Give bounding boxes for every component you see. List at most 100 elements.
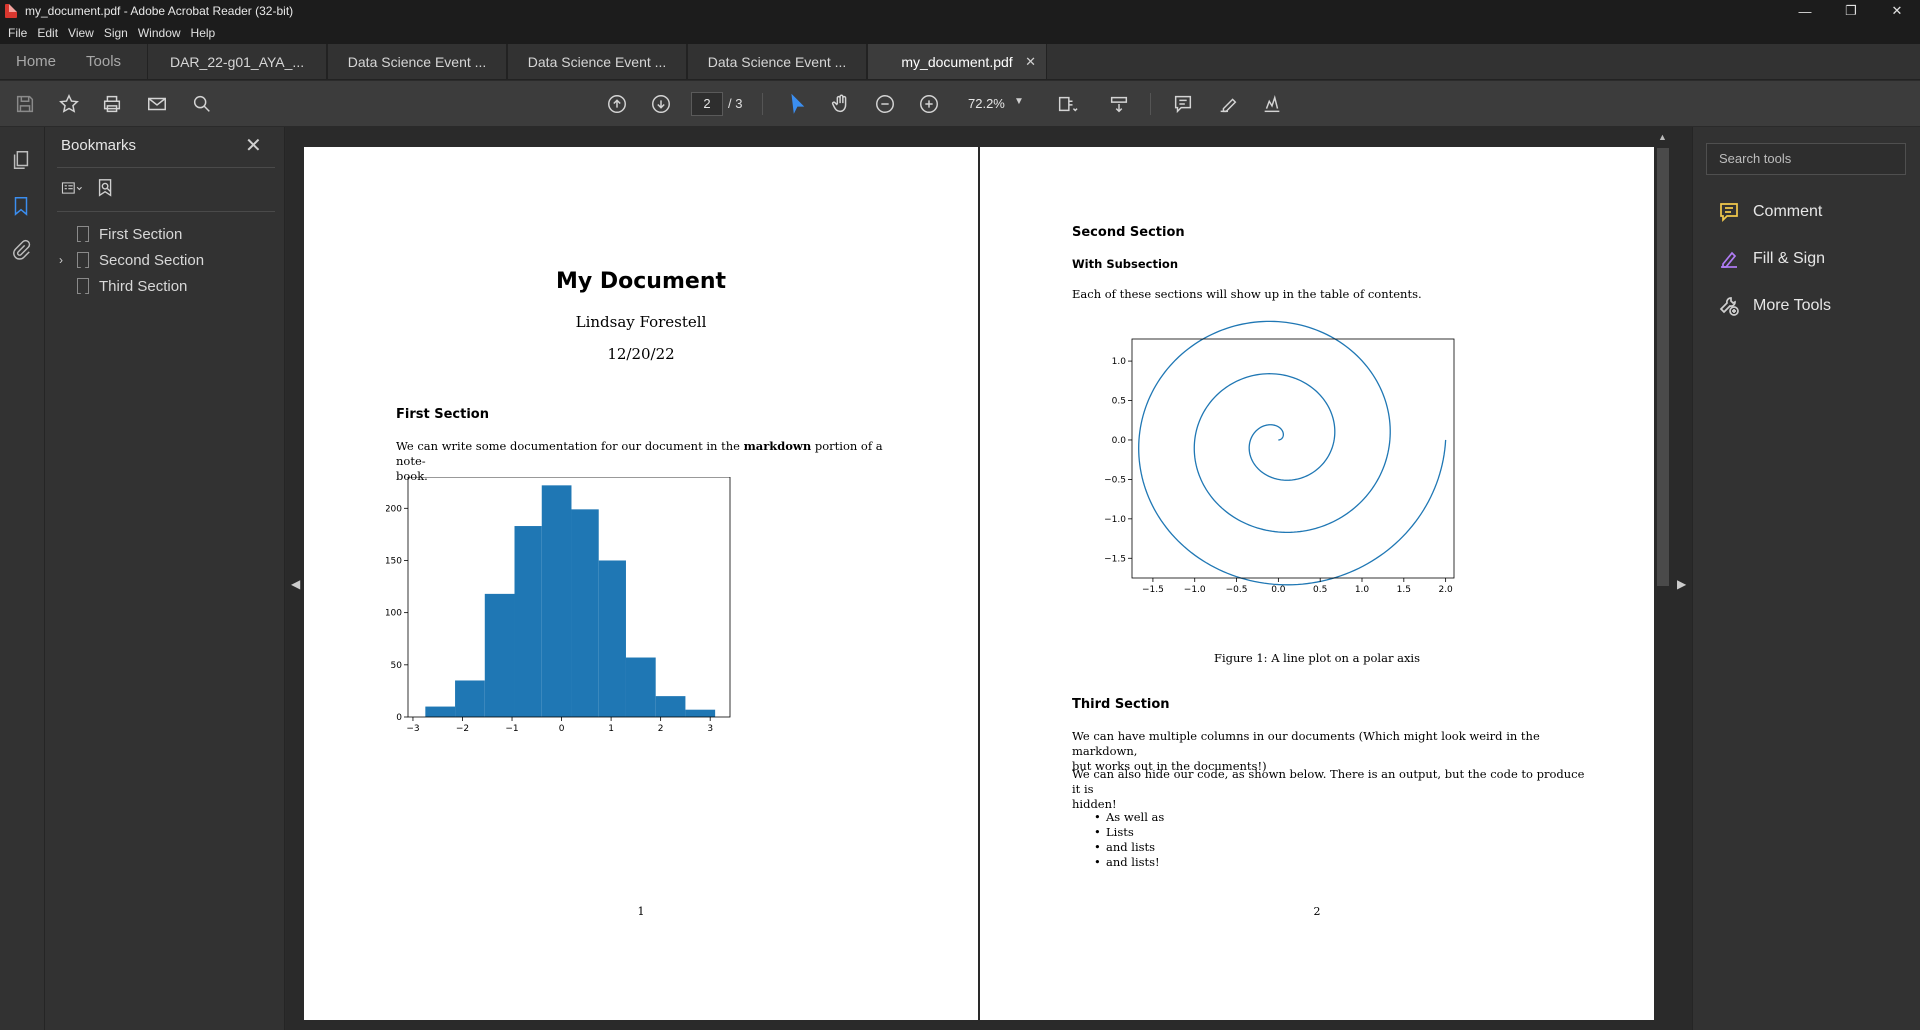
toolbar-divider	[762, 93, 763, 115]
bookmark-label: Second Section	[99, 251, 205, 269]
doc-tab-label: Data Science Event ...	[347, 53, 487, 70]
page-fit-icon[interactable]	[1054, 91, 1080, 117]
doc-tab[interactable]: Data Science Event ...	[507, 44, 688, 79]
histogram-bar	[655, 696, 686, 717]
page-number: 2	[1313, 905, 1321, 918]
x-tick-label: 3	[707, 724, 713, 734]
bookmark-label: Third Section	[99, 277, 188, 295]
menu-file[interactable]: File	[8, 26, 28, 40]
select-cursor-icon[interactable]	[784, 91, 810, 117]
paragraph: We can write some documentation for our …	[396, 439, 890, 484]
print-icon[interactable]	[99, 91, 125, 117]
add-bookmark-icon[interactable]	[95, 177, 117, 204]
menu-edit[interactable]: Edit	[37, 26, 59, 40]
minimize-button[interactable]: —	[1798, 3, 1812, 19]
close-tab-icon[interactable]: ✕	[1025, 53, 1037, 69]
next-page-icon[interactable]	[648, 91, 674, 117]
close-icon[interactable]: ✕	[245, 135, 262, 157]
x-tick-label: 1.0	[1355, 585, 1370, 595]
bookmark-icon	[77, 278, 89, 295]
bookmark-label: First Section	[99, 225, 183, 243]
document-author: Lindsay Forestell	[575, 313, 707, 331]
bookmark-item-second-section[interactable]: › Second Section	[59, 250, 205, 270]
bookmark-icon	[77, 226, 89, 243]
histogram-bar	[455, 680, 485, 717]
menu-window[interactable]: Window	[137, 26, 181, 40]
bookmark-item-first-section[interactable]: First Section	[77, 224, 182, 244]
zoom-level-dropdown[interactable]: 72.2%	[968, 96, 1005, 111]
page-number-input[interactable]: 2	[691, 92, 723, 116]
restore-button[interactable]: ❐	[1845, 3, 1857, 18]
section-heading: Second Section	[1072, 225, 1185, 240]
tool-comment[interactable]: Comment	[1717, 199, 1822, 225]
previous-page-icon[interactable]	[604, 91, 630, 117]
x-tick-label: −1.5	[1142, 585, 1164, 595]
paragraph-text: We can also hide our code, as shown belo…	[1072, 767, 1585, 796]
doc-tab-label: my_document.pdf	[901, 53, 1013, 70]
highlight-pen-icon[interactable]	[1215, 91, 1241, 117]
tab-tools[interactable]: Tools	[86, 53, 122, 70]
x-tick-label: 0.5	[1313, 585, 1327, 595]
expand-right-panel-icon[interactable]: ▶	[1677, 577, 1687, 591]
bookmark-icon	[77, 252, 89, 269]
paragraph-text: We can have multiple columns in our docu…	[1072, 729, 1540, 758]
menu-help[interactable]: Help	[190, 26, 216, 40]
page-number: 1	[637, 905, 645, 918]
doc-tab[interactable]: DAR_22-g01_AYA_...	[147, 44, 328, 79]
spiral-series-line	[1138, 320, 1447, 586]
x-tick-label: 0.0	[1271, 585, 1286, 595]
collapse-left-panel-icon[interactable]: ◀	[291, 577, 301, 591]
y-tick-label: 100	[386, 609, 402, 619]
chevron-down-icon[interactable]: ▼	[1014, 96, 1024, 107]
search-icon[interactable]	[189, 91, 215, 117]
chevron-right-icon[interactable]: ›	[59, 253, 63, 267]
y-tick-label: 0.5	[1112, 397, 1126, 407]
menu-view[interactable]: View	[68, 26, 94, 40]
bookmark-options-icon[interactable]	[61, 177, 83, 204]
tool-more-tools[interactable]: More Tools	[1717, 293, 1831, 319]
scrollbar-thumb[interactable]	[1657, 148, 1669, 586]
zoom-in-icon[interactable]	[916, 91, 942, 117]
list-item: and lists	[1092, 840, 1164, 855]
scroll-up-icon[interactable]: ▲	[1658, 132, 1667, 142]
comment-icon[interactable]	[1170, 91, 1196, 117]
vertical-scrollbar[interactable]: ▲	[1655, 128, 1671, 1030]
bookmark-icon[interactable]	[10, 195, 34, 219]
hand-tool-icon[interactable]	[828, 91, 854, 117]
y-tick-label: 200	[386, 504, 402, 514]
sign-icon[interactable]	[1259, 91, 1285, 117]
histogram-bar	[541, 485, 572, 717]
scrolling-mode-icon[interactable]	[1106, 91, 1132, 117]
x-tick-label: −2	[456, 724, 469, 734]
x-tick-label: −1	[505, 724, 518, 734]
y-tick-label: 0.0	[1112, 436, 1127, 446]
doc-tab[interactable]: Data Science Event ...	[687, 44, 868, 79]
zoom-out-icon[interactable]	[872, 91, 898, 117]
y-tick-label: 0	[396, 713, 402, 723]
tool-fill-and-sign[interactable]: Fill & Sign	[1717, 246, 1825, 272]
attachment-icon[interactable]	[10, 239, 34, 263]
doc-tab-label: Data Science Event ...	[707, 53, 847, 70]
figure-caption: Figure 1: A line plot on a polar axis	[1213, 651, 1421, 665]
x-tick-label: −1.0	[1184, 585, 1206, 595]
paragraph-text: We can write some documentation for our …	[396, 439, 740, 453]
tools-pane: Search tools Comment Fill & Sign More To…	[1692, 127, 1920, 1030]
star-icon[interactable]	[56, 91, 82, 117]
page-total-label: / 3	[728, 96, 743, 111]
doc-tab[interactable]: Data Science Event ...	[327, 44, 508, 79]
tab-home[interactable]: Home	[16, 53, 57, 70]
pdf-page-1: My Document Lindsay Forestell 12/20/22 F…	[304, 147, 978, 1020]
doc-tab-label: Data Science Event ...	[527, 53, 667, 70]
bookmark-item-third-section[interactable]: Third Section	[77, 276, 187, 296]
spiral-line-chart: −1.5 −1.0 −0.5 0.0 0.5 1.0 1.5 2.0 1.0 0.5 0.0 −0.5…	[1104, 320, 1455, 595]
save-icon[interactable]	[12, 91, 38, 117]
bullet-list: As well as Lists and lists and lists!	[1092, 810, 1164, 870]
mail-icon[interactable]	[144, 91, 170, 117]
doc-tab-active[interactable]: my_document.pdf ✕	[867, 44, 1048, 79]
close-window-button[interactable]: ✕	[1891, 3, 1903, 18]
paragraph-text: but works out in the documents!)	[1072, 759, 1267, 773]
menu-sign[interactable]: Sign	[103, 26, 128, 40]
search-tools-input[interactable]: Search tools	[1706, 143, 1906, 175]
page-thumbnails-icon[interactable]	[10, 149, 34, 173]
bookmarks-panel: Bookmarks ✕ First Section › Second Secti…	[45, 127, 285, 1030]
